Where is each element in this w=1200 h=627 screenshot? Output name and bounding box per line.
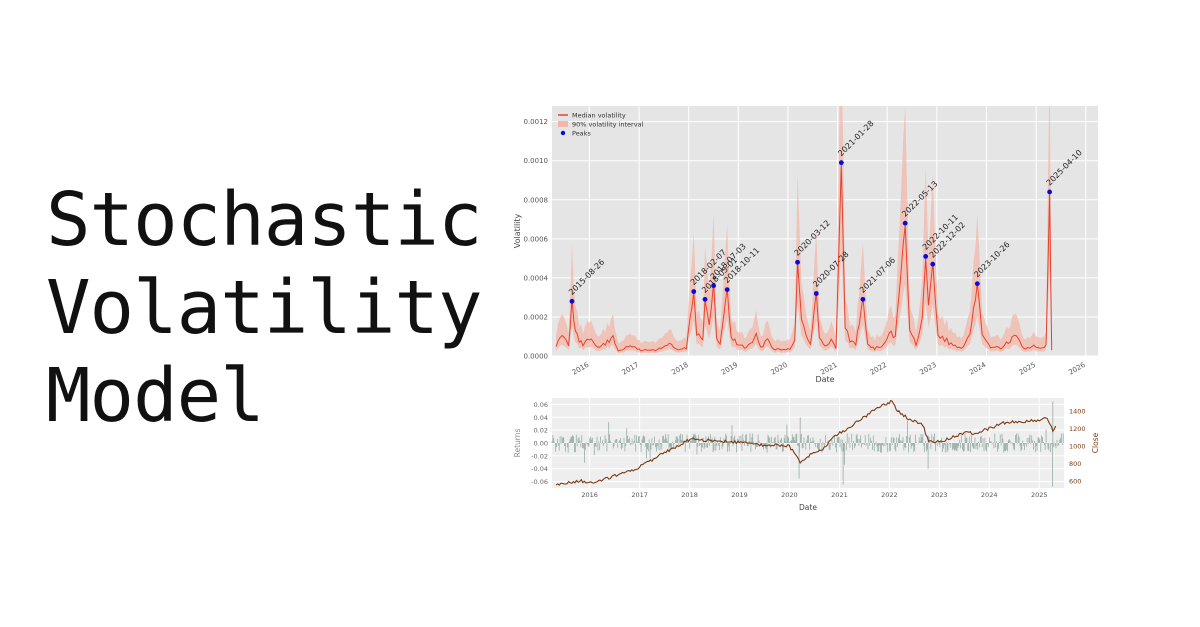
x-tick-label: 2017: [621, 361, 640, 377]
close-price-line: [555, 399, 1057, 486]
x-tick-label: 2020: [781, 491, 798, 499]
y-axis-label: Volatility: [513, 213, 522, 248]
x-tick-label: 2023: [918, 361, 937, 377]
headline-line-3: Model: [46, 353, 265, 439]
plot-area: [552, 106, 1098, 356]
median-volatility-line: [555, 165, 1053, 352]
peak-marker: [569, 298, 575, 304]
x-tick-label: 2020: [769, 361, 788, 377]
peak-marker: [860, 296, 866, 302]
x-tick-label: 2022: [881, 491, 898, 499]
volatility-chart: 0.0000 0.0002 0.0004 0.0006 0.0008 0.0010 0.00…: [513, 106, 1098, 384]
y-tick-label: 0.02: [534, 427, 548, 435]
headline-line-1: Stochastic: [46, 177, 483, 263]
x-tick-label: 2017: [631, 491, 648, 499]
x-tick-label: 2023: [931, 491, 948, 499]
headline-line-2: Volatility: [46, 265, 483, 351]
x-tick-label: 2026: [1067, 361, 1087, 377]
headline: Stochastic Volatility Model: [46, 176, 483, 440]
x-tick-label: 2024: [981, 491, 998, 499]
y-tick-label: 0.0000: [524, 353, 549, 361]
peak-marker: [702, 296, 708, 302]
peak-marker: [1047, 189, 1053, 195]
returns-close-chart: -0.06 -0.04 -0.02 0.00 0.02 0.04 0.06 600 800 100…: [513, 398, 1100, 512]
legend-label: 90% volatility interval: [572, 121, 644, 129]
peak-marker: [691, 289, 697, 294]
x-tick-label: 2019: [731, 491, 748, 499]
y-tick-label: 0.0004: [524, 274, 549, 282]
peak-marker: [838, 160, 844, 166]
peak-marker: [902, 220, 908, 226]
x-tick-label: 2024: [968, 361, 988, 377]
x-tick-label: 2019: [720, 361, 739, 377]
y-right-tick-label: 600: [1069, 478, 1081, 486]
peak-marker: [974, 281, 980, 287]
x-tick-label: 2018: [670, 361, 689, 377]
y-right-tick-label: 1200: [1069, 425, 1086, 433]
y-tick-label: 0.0006: [524, 235, 549, 243]
y-right-tick-label: 1000: [1069, 443, 1086, 451]
y-tick-label: 0.00: [534, 440, 548, 448]
y-tick-label: -0.06: [531, 478, 548, 486]
x-tick-label: 2021: [831, 491, 848, 499]
legend-swatch-interval: [558, 121, 568, 127]
x-tick-label: 2016: [581, 491, 598, 499]
y-tick-label: 0.0012: [524, 118, 549, 126]
peak-marker: [795, 259, 800, 265]
x-tick-label: 2025: [1031, 491, 1048, 499]
y-axis-label: Returns: [513, 429, 522, 458]
y-right-axis-label: Close: [1091, 432, 1100, 453]
y-right-tick-label: 1400: [1069, 408, 1086, 416]
x-tick-label: 2016: [571, 361, 591, 377]
x-axis-label: Date: [799, 503, 817, 512]
x-tick-label: 2022: [869, 361, 888, 377]
y-tick-label: -0.02: [531, 452, 548, 460]
x-axis-label: Date: [815, 375, 834, 384]
peak-marker: [711, 283, 716, 289]
peak-marker: [923, 253, 929, 259]
x-tick-label: 2025: [1018, 361, 1037, 377]
volatility-series-group: [555, 106, 1053, 354]
peak-marker: [930, 261, 936, 267]
y-tick-label: -0.04: [531, 465, 548, 473]
y-right-tick-label: 800: [1069, 460, 1081, 468]
legend-label: Peaks: [572, 130, 591, 138]
peak-marker: [813, 291, 819, 296]
y-tick-label: 0.0010: [524, 157, 549, 165]
y-tick-label: 0.0002: [524, 313, 549, 321]
y-tick-label: 0.04: [534, 414, 548, 422]
legend-swatch-peaks: [560, 130, 566, 136]
peak-marker: [724, 287, 730, 292]
y-tick-label: 0.0008: [524, 196, 549, 204]
y-tick-label: 0.06: [534, 401, 548, 409]
legend-label: Median volatility: [572, 112, 626, 120]
x-tick-label: 2018: [681, 491, 698, 499]
